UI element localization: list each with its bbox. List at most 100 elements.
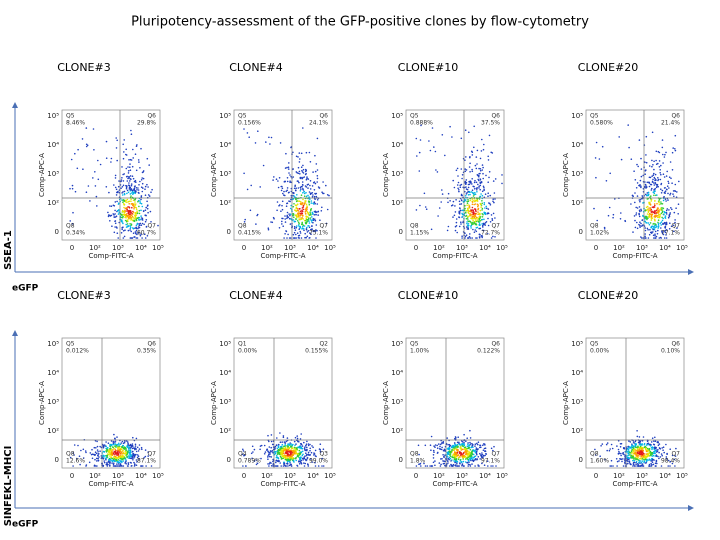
dot: [467, 186, 470, 189]
dot: [107, 453, 110, 456]
dot: [458, 216, 461, 219]
dot: [457, 181, 460, 184]
dot: [99, 163, 102, 166]
dot: [469, 437, 472, 439]
dot: [141, 182, 144, 185]
dot: [644, 183, 647, 186]
dot: [242, 465, 244, 467]
dot: [466, 191, 468, 194]
x-axis-label: Comp-FITC-A: [261, 252, 306, 260]
dot: [306, 440, 308, 443]
dot: [297, 224, 300, 226]
dot: [285, 458, 288, 461]
dot: [645, 216, 648, 218]
dot: [448, 450, 451, 452]
dot: [479, 182, 482, 184]
dot: [660, 188, 662, 190]
dot: [490, 237, 493, 239]
dot: [311, 445, 313, 447]
dot: [665, 229, 667, 232]
dot: [467, 194, 470, 196]
dot: [648, 201, 650, 204]
dot: [650, 195, 652, 197]
quadrant-percent: 87.1%: [137, 458, 156, 465]
dot: [664, 153, 666, 156]
dot: [130, 218, 133, 220]
dot: [624, 462, 626, 465]
dot: [129, 193, 132, 195]
dot: [461, 464, 464, 466]
dot: [648, 223, 651, 226]
dot: [106, 455, 108, 458]
dot: [147, 194, 150, 196]
dot: [476, 163, 478, 165]
dot: [614, 198, 616, 200]
dot: [289, 200, 291, 203]
dot: [481, 462, 483, 465]
dot: [425, 208, 428, 210]
dot: [301, 203, 303, 206]
dot: [125, 167, 128, 170]
dot: [669, 465, 671, 467]
dot: [288, 237, 291, 239]
quadrant-name: Q7: [147, 451, 156, 458]
dot: [265, 141, 267, 143]
dot: [652, 446, 654, 449]
dot: [124, 229, 126, 231]
dot: [618, 460, 620, 462]
dot: [260, 444, 263, 447]
dot: [457, 465, 459, 467]
dot: [122, 184, 125, 187]
dot: [277, 186, 280, 189]
dot: [472, 209, 474, 211]
dot: [131, 206, 133, 209]
dot: [133, 187, 136, 190]
quadrant-name: Q7: [491, 223, 500, 230]
dot: [618, 136, 620, 138]
dot: [307, 453, 310, 456]
dot: [314, 170, 317, 173]
dot: [126, 223, 129, 225]
dot: [472, 453, 475, 456]
dot: [639, 179, 642, 182]
dot: [255, 463, 258, 466]
dot: [653, 192, 656, 195]
dot: [275, 455, 278, 457]
dot: [650, 232, 653, 234]
dot: [647, 237, 650, 239]
dot: [467, 463, 470, 466]
dot: [129, 227, 132, 230]
dot: [118, 180, 120, 182]
dot: [303, 192, 306, 195]
dot: [138, 223, 140, 225]
x-axis-label: Comp-FITC-A: [89, 252, 134, 260]
dot: [466, 447, 469, 450]
dot: [468, 447, 471, 449]
dot: [462, 445, 464, 448]
quadrant-percent: 60.7%: [137, 230, 156, 237]
dot: [295, 189, 297, 192]
dot: [99, 445, 101, 448]
dot: [315, 211, 318, 213]
dot: [642, 174, 644, 177]
dot: [303, 465, 306, 467]
dot: [478, 227, 481, 230]
dot: [490, 214, 493, 216]
dot: [85, 451, 87, 454]
dot: [138, 224, 141, 227]
dot: [645, 447, 647, 449]
dot: [301, 454, 304, 457]
dot: [429, 444, 432, 447]
dot: [448, 445, 451, 448]
dot: [648, 449, 651, 451]
dot: [270, 462, 272, 464]
dot: [114, 226, 116, 228]
dot: [130, 133, 133, 135]
dot: [647, 191, 650, 194]
dot: [318, 187, 321, 189]
dot: [640, 446, 643, 449]
dot: [142, 187, 144, 189]
dot: [657, 455, 659, 458]
dot: [475, 230, 478, 233]
dot: [447, 457, 450, 460]
